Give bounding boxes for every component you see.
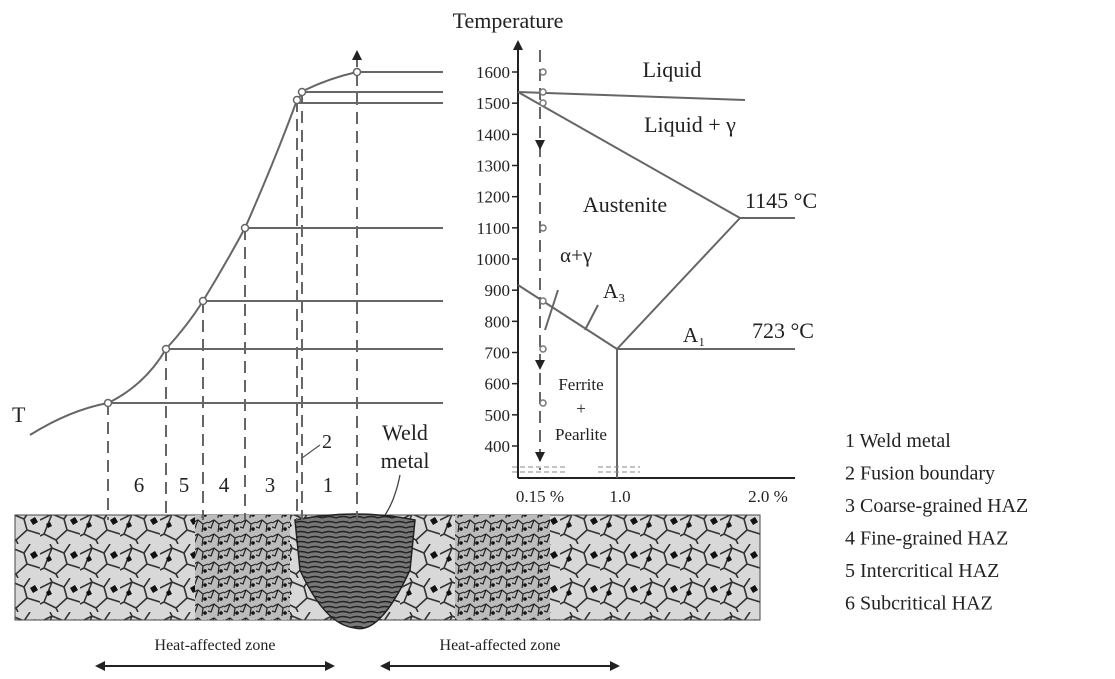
legend-item: 1 Weld metal bbox=[845, 430, 951, 452]
phase-diagram bbox=[512, 40, 795, 479]
tick-label: 1600 bbox=[476, 63, 510, 82]
tick-label: 600 bbox=[485, 375, 511, 394]
phase-label: Pearlite bbox=[555, 425, 607, 444]
phase-label: A₁ bbox=[683, 323, 706, 347]
micrograph bbox=[14, 513, 761, 630]
zone-number: 6 bbox=[134, 473, 145, 497]
legend-item: 4 Fine-grained HAZ bbox=[845, 528, 1008, 550]
tick-label: 1400 bbox=[476, 125, 510, 144]
tick-label: 400 bbox=[485, 437, 511, 456]
phase-label: Liquid bbox=[643, 57, 702, 82]
zone-dividers bbox=[107, 50, 362, 520]
temperature-label: 723 °C bbox=[752, 318, 814, 343]
zone-number: 5 bbox=[179, 473, 190, 497]
curve-label: T bbox=[12, 402, 26, 427]
phase-label: α+γ bbox=[560, 243, 592, 267]
tick-label: 1200 bbox=[476, 188, 510, 207]
haz-label: Heat-affected zone bbox=[155, 637, 276, 654]
tick-label: 1300 bbox=[476, 157, 510, 176]
zone-number: 4 bbox=[219, 473, 230, 497]
zone-number: 1 bbox=[323, 473, 334, 497]
phase-label: Liquid + γ bbox=[644, 112, 736, 137]
legend-item: 5 Intercritical HAZ bbox=[845, 560, 999, 582]
phase-label: A₃ bbox=[603, 279, 626, 303]
axis-title: Temperature bbox=[453, 8, 564, 33]
level-lines bbox=[108, 71, 443, 404]
tick-label: 900 bbox=[485, 281, 511, 300]
phase-label: Austenite bbox=[583, 192, 667, 217]
phase-label: + bbox=[576, 399, 586, 418]
temperature-axis: 1600 1500 1400 1300 1200 1100 1000 900 800 700 600… bbox=[476, 63, 518, 456]
weld-label: metal bbox=[381, 448, 430, 473]
x-label: 2.0 % bbox=[748, 487, 788, 506]
tick-label: 700 bbox=[485, 344, 511, 363]
tick-label: 1000 bbox=[476, 250, 510, 269]
haz-label: Heat-affected zone bbox=[440, 637, 561, 654]
legend-item: 3 Coarse-grained HAZ bbox=[845, 495, 1028, 517]
tick-label: 800 bbox=[485, 312, 511, 331]
x-label: 0.15 % bbox=[516, 487, 564, 506]
curve-points bbox=[103, 67, 362, 408]
fusion-marker: 2 bbox=[322, 431, 332, 453]
tick-label: 1500 bbox=[476, 94, 510, 113]
thermal-curve bbox=[29, 71, 358, 436]
phase-label: Ferrite bbox=[558, 375, 603, 394]
tick-label: 1100 bbox=[477, 219, 510, 238]
weld-label: Weld bbox=[382, 420, 428, 445]
temperature-label: 1145 °C bbox=[745, 188, 817, 213]
legend: 1 Weld metal 2 Fusion boundary 3 Coarse-gr… bbox=[845, 430, 1028, 615]
legend-item: 6 Subcritical HAZ bbox=[845, 593, 993, 615]
tick-label: 500 bbox=[485, 406, 511, 425]
x-label: 1.0 bbox=[609, 487, 630, 506]
legend-item: 2 Fusion boundary bbox=[845, 463, 995, 485]
zone-number: 3 bbox=[265, 473, 276, 497]
